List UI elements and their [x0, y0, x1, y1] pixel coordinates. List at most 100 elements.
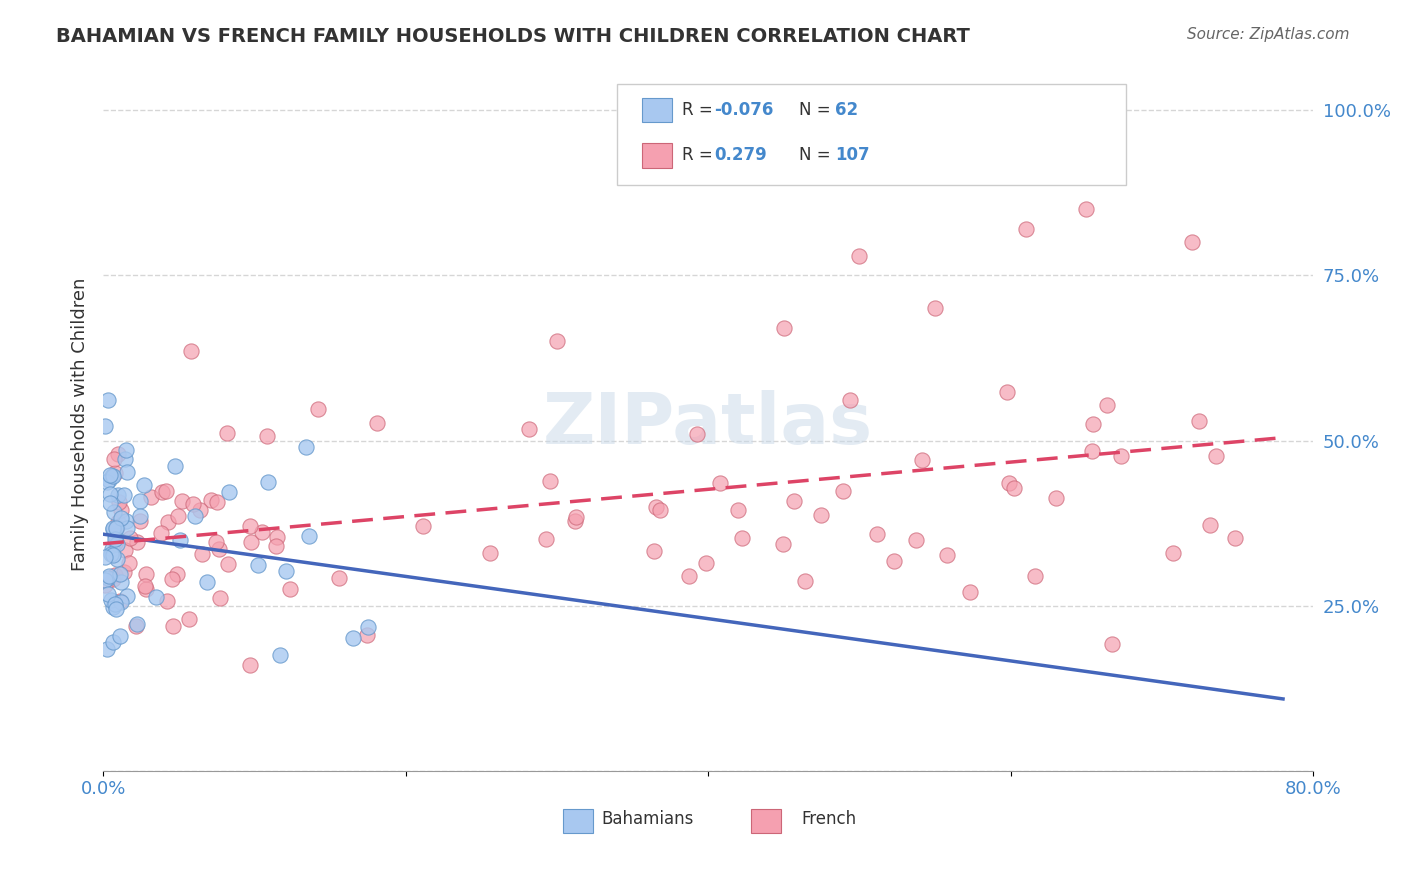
Point — [1076, 202, 1098, 217]
Point — [686, 426, 709, 441]
Y-axis label: Family Households with Children: Family Households with Children — [72, 277, 89, 571]
Point — [135, 566, 157, 581]
Point — [648, 503, 671, 517]
Point — [1045, 491, 1067, 506]
Point — [218, 484, 240, 499]
Point — [134, 579, 156, 593]
Point — [1101, 637, 1123, 651]
Point — [162, 619, 184, 633]
Point — [534, 532, 557, 546]
Text: R =: R = — [682, 146, 717, 164]
Point — [139, 490, 162, 504]
Point — [1081, 417, 1104, 431]
Point — [478, 546, 501, 560]
Point — [217, 557, 239, 571]
Point — [883, 554, 905, 568]
Point — [104, 528, 127, 542]
Point — [162, 572, 184, 586]
Text: 62: 62 — [835, 102, 859, 120]
Point — [135, 582, 157, 597]
Text: Bahamians: Bahamians — [602, 810, 695, 828]
Point — [793, 574, 815, 588]
Point — [105, 520, 128, 534]
Point — [183, 496, 205, 510]
Point — [117, 589, 139, 603]
Point — [128, 509, 150, 524]
Point — [911, 452, 934, 467]
Point — [200, 493, 222, 508]
Point — [184, 509, 207, 524]
Point — [110, 503, 132, 517]
Point — [100, 547, 122, 561]
Point — [115, 515, 138, 529]
Point — [115, 520, 138, 534]
Point — [166, 508, 188, 523]
Point — [998, 475, 1021, 490]
Point — [105, 551, 128, 566]
Point — [128, 494, 150, 508]
Point — [100, 593, 122, 607]
Point — [94, 549, 117, 564]
Point — [678, 568, 700, 582]
Point — [935, 548, 957, 562]
Point — [118, 556, 141, 570]
Point — [204, 534, 226, 549]
Point — [274, 565, 297, 579]
Point — [772, 321, 794, 335]
Point — [1095, 398, 1118, 412]
Point — [101, 634, 124, 648]
Point — [112, 488, 135, 502]
Text: French: French — [801, 810, 856, 828]
Point — [149, 526, 172, 541]
Point — [782, 493, 804, 508]
Point — [1181, 235, 1204, 250]
Point — [166, 566, 188, 581]
Point — [107, 495, 129, 509]
Point — [132, 477, 155, 491]
Point — [96, 641, 118, 656]
Point — [114, 452, 136, 467]
Point — [156, 594, 179, 608]
Point — [93, 574, 115, 588]
Point — [1161, 546, 1184, 560]
Point — [342, 631, 364, 645]
Point — [101, 572, 124, 586]
Point — [120, 531, 142, 545]
Point — [731, 531, 754, 545]
Point — [114, 543, 136, 558]
Point — [156, 515, 179, 529]
Point — [110, 595, 132, 609]
Point — [848, 249, 870, 263]
Point — [207, 495, 229, 509]
Text: 107: 107 — [835, 146, 870, 164]
Point — [129, 514, 152, 528]
Text: R =: R = — [682, 102, 717, 120]
Point — [269, 648, 291, 663]
Point — [727, 503, 749, 517]
Point — [1002, 481, 1025, 495]
Point — [959, 585, 981, 599]
Point — [832, 484, 855, 499]
Point — [105, 521, 128, 535]
Point — [104, 602, 127, 616]
Point — [208, 591, 231, 606]
Point — [256, 429, 278, 443]
Point — [107, 488, 129, 502]
Point — [97, 587, 120, 601]
Point — [105, 537, 128, 551]
Point — [1223, 531, 1246, 545]
Point — [995, 384, 1018, 399]
Point — [104, 535, 127, 549]
Point — [215, 426, 238, 441]
Point — [357, 620, 380, 634]
Point — [366, 416, 388, 430]
Point — [101, 542, 124, 557]
Point — [110, 567, 132, 582]
Point — [125, 619, 148, 633]
Point — [517, 421, 540, 435]
Point — [97, 392, 120, 407]
Point — [1015, 222, 1038, 236]
Point — [565, 509, 588, 524]
Point — [115, 443, 138, 458]
Point — [110, 510, 132, 524]
